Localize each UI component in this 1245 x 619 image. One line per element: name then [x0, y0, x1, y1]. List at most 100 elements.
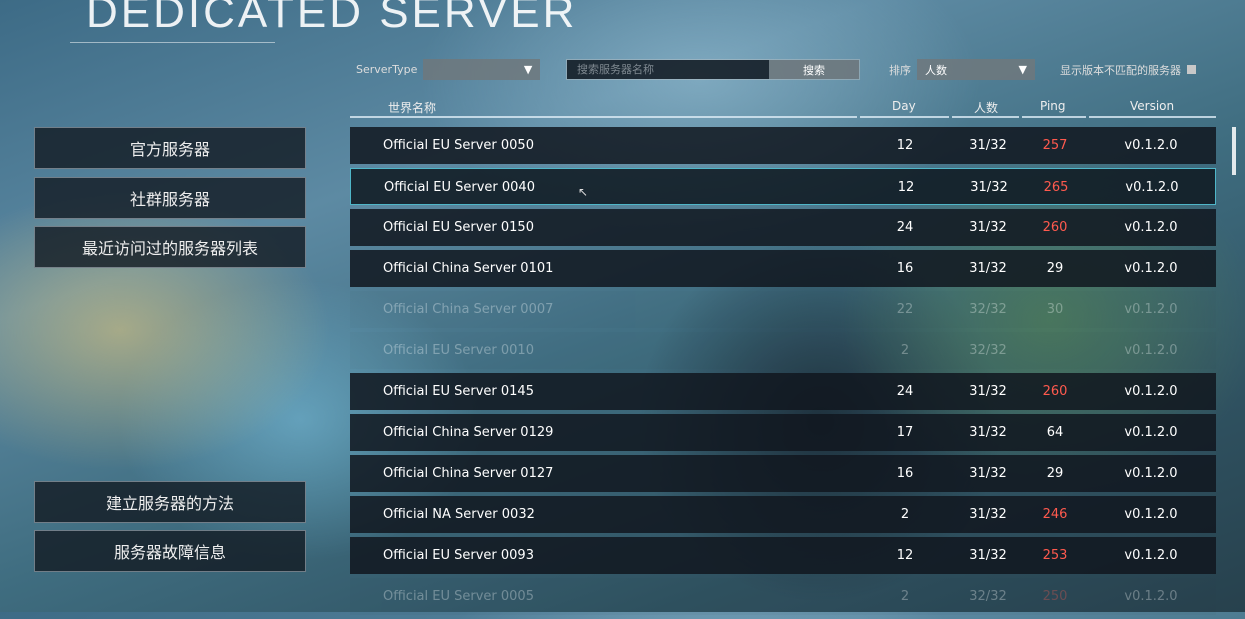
server-version: v0.1.2.0 — [1124, 261, 1178, 276]
server-day: 17 — [896, 425, 914, 440]
server-name: Official EU Server 0010 — [383, 343, 534, 358]
server-name: Official EU Server 0005 — [383, 589, 534, 604]
server-ping: 253 — [1042, 548, 1068, 563]
sidebar-button-top-0[interactable]: 官方服务器 — [34, 127, 306, 169]
header-divider — [1089, 116, 1216, 118]
server-players: 31/32 — [969, 138, 1007, 153]
server-row[interactable]: Official EU Server 0005 2 32/32 250 v0.1.2.0 — [350, 578, 1216, 615]
chevron-down-icon: ▼ — [1018, 63, 1027, 76]
server-row[interactable]: Official China Server 0007 22 32/32 30 v0.1.… — [350, 291, 1216, 328]
server-players: 32/32 — [969, 343, 1007, 358]
server-row[interactable]: Official China Server 0129 17 31/32 64 v0.1.… — [350, 414, 1216, 451]
server-ping: 29 — [1046, 261, 1064, 276]
server-players: 32/32 — [969, 589, 1007, 604]
sort-dropdown[interactable]: 人数 ▼ — [917, 59, 1035, 80]
server-ping: 29 — [1046, 466, 1064, 481]
server-row[interactable]: Official China Server 0101 16 31/32 29 v0.1.… — [350, 250, 1216, 287]
server-ping: 257 — [1042, 138, 1068, 153]
header-divider — [952, 116, 1019, 118]
server-ping: 260 — [1042, 384, 1068, 399]
server-day: 22 — [896, 302, 914, 317]
page-title: DEDICATED SERVER — [86, 0, 578, 37]
server-version: v0.1.2.0 — [1125, 180, 1179, 195]
search-bar: 搜索 — [566, 59, 860, 80]
server-players: 32/32 — [969, 302, 1007, 317]
server-row[interactable]: Official China Server 0127 16 31/32 29 v0.1.… — [350, 455, 1216, 492]
server-name: Official EU Server 0150 — [383, 220, 534, 235]
sidebar-button-bottom-0[interactable]: 建立服务器的方法 — [34, 481, 306, 523]
column-header-version[interactable]: Version — [1130, 99, 1175, 113]
server-name: Official China Server 0127 — [383, 466, 554, 481]
server-row[interactable]: Official EU Server 0050 12 31/32 257 v0.1.2.… — [350, 127, 1216, 164]
server-version: v0.1.2.0 — [1124, 343, 1178, 358]
server-players: 31/32 — [970, 180, 1008, 195]
header-divider — [350, 116, 857, 118]
server-name: Official EU Server 0093 — [383, 548, 534, 563]
server-version: v0.1.2.0 — [1124, 220, 1178, 235]
server-row[interactable]: Official EU Server 0150 24 31/32 260 v0.1.2.… — [350, 209, 1216, 246]
title-underline — [70, 42, 275, 43]
server-name: Official NA Server 0032 — [383, 507, 535, 522]
server-players: 31/32 — [969, 261, 1007, 276]
server-players: 31/32 — [969, 507, 1007, 522]
mismatch-label: 显示版本不匹配的服务器 — [1060, 63, 1181, 77]
server-day: 16 — [896, 466, 914, 481]
server-version: v0.1.2.0 — [1124, 384, 1178, 399]
server-ping: 246 — [1042, 507, 1068, 522]
sort-control: 排序 人数 ▼ — [889, 59, 1035, 80]
header-divider — [860, 116, 949, 118]
server-list: Official EU Server 0050 12 31/32 257 v0.1.2.… — [350, 127, 1216, 619]
column-header-name[interactable]: 世界名称 — [388, 101, 437, 115]
mouse-cursor-icon: ↖ — [578, 185, 589, 199]
server-type-filter: ServerType ▼ — [356, 59, 541, 80]
server-day: 24 — [896, 220, 914, 235]
server-type-dropdown[interactable]: ▼ — [423, 59, 541, 80]
server-players: 31/32 — [969, 425, 1007, 440]
server-day: 2 — [900, 507, 910, 522]
server-version: v0.1.2.0 — [1124, 507, 1178, 522]
server-day: 16 — [896, 261, 914, 276]
server-day: 12 — [896, 138, 914, 153]
server-type-label: ServerType — [356, 63, 418, 76]
mismatch-checkbox[interactable] — [1187, 65, 1196, 74]
server-name: Official China Server 0101 — [383, 261, 554, 276]
server-ping: 250 — [1042, 589, 1068, 604]
server-name: Official EU Server 0040 — [384, 180, 535, 195]
server-day: 2 — [900, 589, 910, 604]
server-version: v0.1.2.0 — [1124, 302, 1178, 317]
search-button[interactable]: 搜索 — [769, 60, 859, 79]
server-name: Official EU Server 0145 — [383, 384, 534, 399]
server-row[interactable]: Official EU Server 0093 12 31/32 253 v0.1.2.… — [350, 537, 1216, 574]
server-day: 2 — [900, 343, 910, 358]
column-header-ping[interactable]: Ping — [1040, 99, 1066, 113]
server-row[interactable]: Official NA Server 0032 2 31/32 246 v0.1.2.0 — [350, 496, 1216, 533]
column-header-day[interactable]: Day — [892, 99, 916, 113]
server-ping: 260 — [1042, 220, 1068, 235]
server-version: v0.1.2.0 — [1124, 138, 1178, 153]
server-players: 31/32 — [969, 548, 1007, 563]
server-version: v0.1.2.0 — [1124, 425, 1178, 440]
scrollbar-thumb[interactable] — [1232, 127, 1236, 175]
server-day: 24 — [896, 384, 914, 399]
server-name: Official EU Server 0050 — [383, 138, 534, 153]
sidebar-button-top-1[interactable]: 社群服务器 — [34, 177, 306, 219]
server-ping: 64 — [1046, 425, 1064, 440]
server-version: v0.1.2.0 — [1124, 589, 1178, 604]
server-name: Official China Server 0129 — [383, 425, 554, 440]
server-players: 31/32 — [969, 466, 1007, 481]
server-row[interactable]: Official EU Server 0040 12 31/32 265 v0.1.2.… — [350, 168, 1216, 205]
mismatch-toggle[interactable]: 显示版本不匹配的服务器 — [1060, 59, 1196, 80]
sidebar-button-top-2[interactable]: 最近访问过的服务器列表 — [34, 226, 306, 268]
chevron-down-icon: ▼ — [523, 63, 533, 76]
server-day: 12 — [896, 548, 914, 563]
server-row[interactable]: Official EU Server 0145 24 31/32 260 v0.1.2.… — [350, 373, 1216, 410]
server-players: 31/32 — [969, 384, 1007, 399]
column-header-players[interactable]: 人数 — [974, 101, 999, 115]
server-day: 12 — [897, 180, 915, 195]
sidebar-button-bottom-1[interactable]: 服务器故障信息 — [34, 530, 306, 572]
server-version: v0.1.2.0 — [1124, 548, 1178, 563]
search-input[interactable] — [567, 60, 769, 79]
sort-label: 排序 — [889, 63, 911, 77]
server-row[interactable]: Official EU Server 0010 2 32/32 v0.1.2.0 — [350, 332, 1216, 369]
server-version: v0.1.2.0 — [1124, 466, 1178, 481]
